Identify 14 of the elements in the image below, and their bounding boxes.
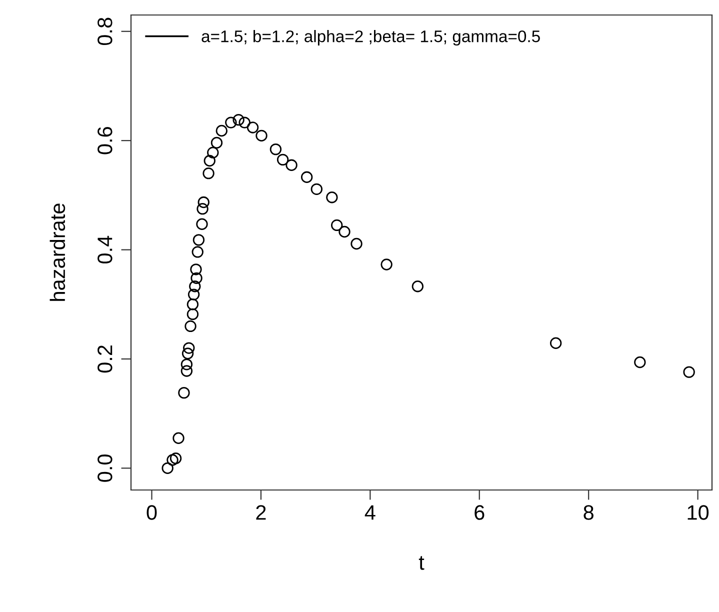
x-tick-label: 0	[146, 505, 157, 520]
y-tick-label: 0.8	[98, 18, 112, 46]
x-tick-label: 2	[256, 505, 266, 520]
y-tick-label: 0.0	[98, 454, 112, 482]
x-tick-label: 8	[584, 505, 594, 520]
x-tick-label: 4	[364, 505, 376, 520]
y-tick-label: 0.2	[98, 346, 112, 373]
y-axis-title: hazardrate	[50, 204, 66, 301]
x-axis-title: t	[418, 556, 424, 570]
x-tick-label: 6	[474, 505, 484, 520]
legend-label: a=1.5; b=1.2; alpha=2 ;beta= 1.5; gamma=0.5	[202, 30, 540, 46]
x-tick-label: 10	[688, 505, 709, 520]
y-tick-label: 0.4	[98, 236, 112, 264]
y-tick-label: 0.6	[98, 127, 112, 154]
